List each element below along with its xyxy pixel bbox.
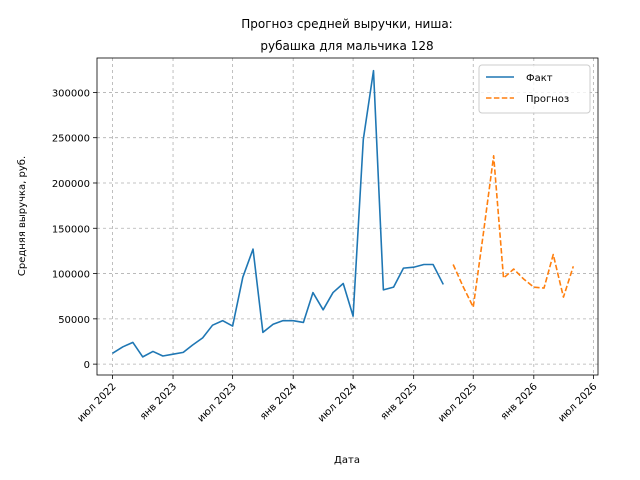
y-tick-label: 50000 [58,315,90,326]
y-axis-label: Средняя выручка, руб. [17,156,28,276]
x-tick-label: янв 2023 [138,381,179,422]
x-tick-label: янв 2024 [258,381,299,422]
x-axis-ticks: июл 2022 янв 2023 июл 2023 янв 2024 июл 2024… [76,375,600,424]
legend-label-forecast: Прогноз [526,94,569,105]
x-axis-label: Дата [334,455,360,466]
legend-label-fact: Факт [526,73,553,84]
y-axis-ticks: 0 50000 100000 150000 200000 250000 300000 [52,88,97,371]
chart-title-line2: рубашка для мальчика 128 [260,39,433,53]
legend: Факт Прогноз [478,64,591,114]
x-tick-label: июл 2022 [76,381,119,424]
chart-title-line1: Прогноз средней выручки, ниша: [241,17,452,31]
x-tick-label: янв 2025 [379,381,420,422]
grid-lines [97,58,598,375]
y-tick-label: 250000 [52,134,90,145]
x-tick-label: июл 2024 [316,381,359,424]
x-tick-label: янв 2026 [499,381,540,422]
y-tick-label: 150000 [52,224,90,235]
series-line-forecast [452,155,575,308]
y-tick-label: 0 [84,360,90,371]
y-tick-label: 100000 [52,270,90,281]
x-tick-label: июл 2025 [436,381,479,424]
plot-area-frame [96,57,599,376]
series-line-fact [112,69,445,358]
x-tick-label: июл 2026 [556,381,599,424]
series-lines [112,69,575,358]
x-tick-label: июл 2023 [196,381,239,424]
y-tick-label: 300000 [52,88,90,99]
y-tick-label: 200000 [52,179,90,190]
